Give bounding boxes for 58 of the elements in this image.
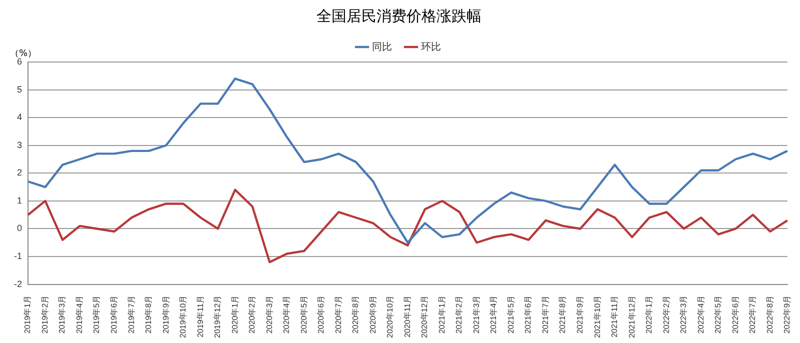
y-tick-label: 0 <box>16 223 22 234</box>
x-tick-label: 2020年9月 <box>368 295 378 334</box>
x-tick-label: 2021年5月 <box>506 295 516 334</box>
x-tick-label: 2020年1月 <box>230 295 240 334</box>
x-tick-label: 2020年4月 <box>282 295 292 334</box>
x-tick-label: 2021年6月 <box>524 295 533 334</box>
x-tick-label: 2020年7月 <box>334 295 343 334</box>
x-tick-label: 2019年10月 <box>178 295 188 338</box>
x-tick-label: 2019年3月 <box>58 295 67 334</box>
legend-label: 同比 <box>372 40 392 53</box>
y-tick-label: -2 <box>14 278 22 289</box>
x-tick-label: 2019年9月 <box>161 295 170 334</box>
y-tick-label: 5 <box>16 84 22 94</box>
x-tick-label: 2021年8月 <box>558 295 568 334</box>
x-tick-label: 2022年3月 <box>679 295 688 334</box>
x-tick-label: 2020年2月 <box>248 295 257 334</box>
x-tick-label: 2019年1月 <box>23 295 32 334</box>
x-tick-label: 2020年12月 <box>420 295 430 338</box>
x-tick-label: 2022年2月 <box>662 295 671 334</box>
x-tick-label: 2021年9月 <box>575 295 584 334</box>
x-tick-label: 2022年8月 <box>765 295 774 334</box>
x-tick-label: 2021年4月 <box>489 295 498 334</box>
y-tick-label: 3 <box>16 140 22 150</box>
x-tick-label: 2019年5月 <box>92 295 102 334</box>
x-tick-label: 2019年8月 <box>144 295 154 334</box>
y-axis-title: （%） <box>10 48 37 59</box>
legend-label: 环比 <box>421 40 441 53</box>
x-tick-label: 2020年11月 <box>402 295 412 338</box>
x-tick-label: 2019年2月 <box>40 295 50 334</box>
x-tick-label: 2020年6月 <box>316 295 326 334</box>
x-tick-label: 2021年10月 <box>592 295 602 338</box>
x-tick-label: 2021年1月 <box>437 295 446 334</box>
x-tick-label: 2021年7月 <box>540 295 550 334</box>
x-tick-label: 2022年7月 <box>748 295 758 334</box>
x-tick-label: 2022年5月 <box>714 295 723 334</box>
x-tick-label: 2022年4月 <box>696 295 706 334</box>
x-tick-label: 2019年7月 <box>126 295 136 334</box>
y-tick-label: 6 <box>16 56 22 66</box>
x-tick-label: 2019年11月 <box>196 295 205 338</box>
x-tick-label: 2021年3月 <box>472 295 481 334</box>
x-tick-label: 2021年12月 <box>627 295 636 338</box>
x-tick-label: 2019年6月 <box>110 295 118 334</box>
x-tick-label: 2021年2月 <box>454 295 464 334</box>
x-tick-label: 2021年11月 <box>610 295 620 338</box>
x-tick-label: 2022年9月 <box>782 295 792 334</box>
x-tick-label: 2020年10月 <box>386 295 395 338</box>
x-tick-label: 2019年12月 <box>213 295 222 338</box>
y-tick-label: 2 <box>16 168 22 178</box>
x-tick-label: 2022年1月 <box>644 295 654 334</box>
x-tick-label: 2020年5月 <box>299 295 308 334</box>
x-tick-label: 2020年8月 <box>351 295 360 334</box>
x-tick-label: 2022年6月 <box>730 295 740 334</box>
y-tick-label: 4 <box>16 112 22 122</box>
chart-title: 全国居民消费价格涨跌幅 <box>316 6 482 25</box>
y-tick-label: 1 <box>16 195 22 206</box>
x-tick-label: 2019年4月 <box>74 295 84 334</box>
x-tick-label: 2020年3月 <box>264 295 274 334</box>
y-tick-label: -1 <box>14 251 22 261</box>
